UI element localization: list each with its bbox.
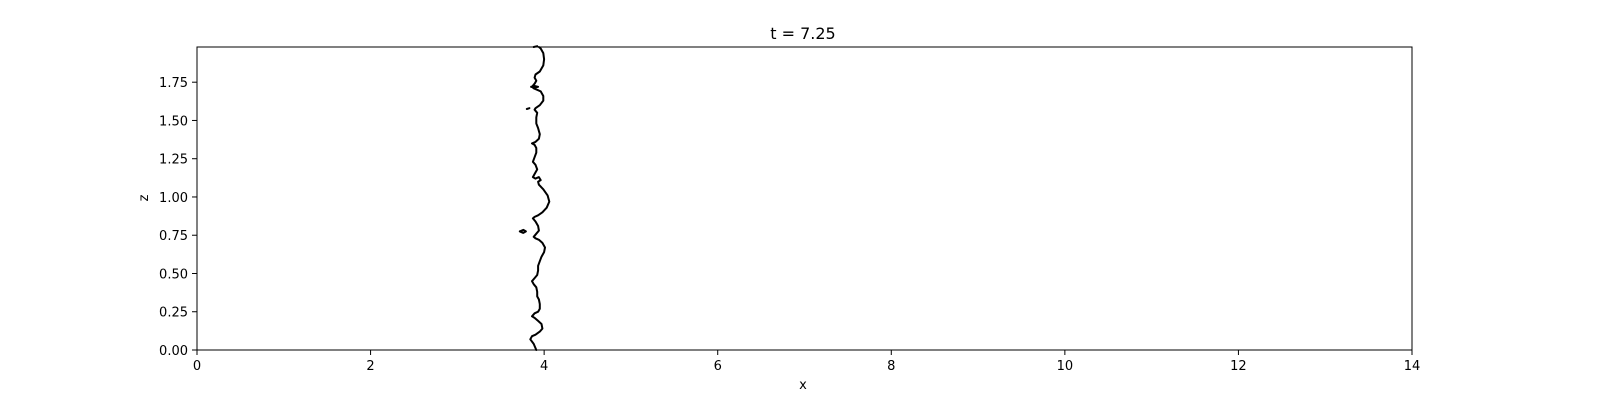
x-axis-label: x <box>799 378 807 393</box>
x-tick-label: 4 <box>540 359 548 374</box>
y-axis-label: z <box>137 194 152 201</box>
y-tick-label: 0.75 <box>159 229 188 244</box>
contour-line-0 <box>529 46 551 351</box>
y-tick-label: 1.50 <box>159 114 188 129</box>
x-axis: 0 2 4 6 8 10 12 14 <box>193 350 1420 374</box>
y-tick-label: 0.50 <box>159 267 188 282</box>
x-tick-label: 14 <box>1404 359 1421 374</box>
y-tick-label: 1.00 <box>159 191 188 206</box>
x-tick-label: 2 <box>366 359 374 374</box>
contour-line-1 <box>530 85 540 89</box>
chart-title: t = 7.25 <box>770 24 835 43</box>
axes-frame <box>196 46 1413 351</box>
y-tick-label: 0.00 <box>159 344 188 359</box>
x-tick-label: 10 <box>1057 359 1074 374</box>
y-tick-label: 1.25 <box>159 153 188 168</box>
x-tick-label: 12 <box>1230 359 1247 374</box>
y-tick-label: 1.75 <box>159 76 188 91</box>
contour-line-2 <box>525 107 531 110</box>
y-tick-label: 0.25 <box>159 306 188 321</box>
x-tick-label: 6 <box>714 359 722 374</box>
y-axis: 0.00 0.25 0.50 0.75 1.00 1.25 1.50 1.75 <box>159 76 197 359</box>
x-tick-label: 8 <box>887 359 895 374</box>
contour-line-3 <box>518 228 527 234</box>
x-tick-label: 0 <box>193 359 201 374</box>
